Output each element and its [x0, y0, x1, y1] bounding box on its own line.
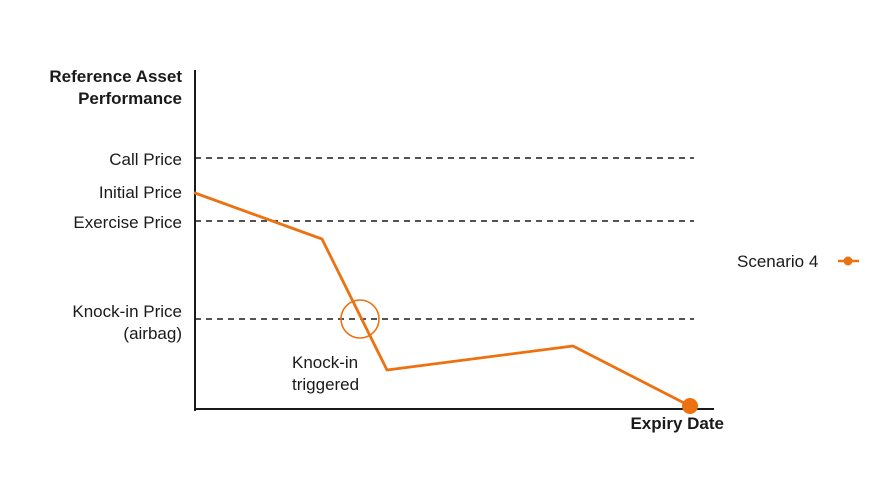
legend-label: Scenario 4: [737, 252, 818, 271]
call-price-label: Call Price: [109, 150, 182, 169]
initial-price-label: Initial Price: [99, 183, 182, 202]
knockin-price-label-line-1: Knock-in Price: [72, 302, 182, 321]
y-axis-title-line-2: Performance: [78, 89, 182, 108]
expiry-endpoint-marker: [682, 398, 698, 414]
knockin-triggered-annotation-line-2: triggered: [292, 375, 359, 394]
y-axis-title-line-1: Reference Asset: [49, 67, 182, 86]
knockin-trigger-circle: [340, 299, 380, 339]
scenario-4-path: [193, 191, 692, 408]
x-axis-title: Expiry Date: [630, 414, 724, 433]
exercise-price-label: Exercise Price: [73, 213, 182, 232]
knockin-price-label-line-2: (airbag): [123, 324, 182, 343]
knockin-triggered-annotation-line-1: Knock-in: [292, 353, 358, 372]
legend-dot-icon: [843, 256, 853, 266]
